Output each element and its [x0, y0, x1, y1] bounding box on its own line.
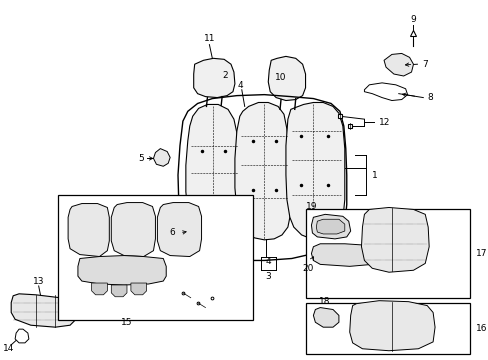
Text: 10: 10 [275, 73, 286, 82]
Bar [305, 303, 469, 354]
Text: 11: 11 [203, 34, 215, 43]
Bar [58, 195, 252, 320]
Text: 12: 12 [378, 118, 390, 127]
Polygon shape [68, 203, 109, 257]
Polygon shape [234, 103, 290, 240]
Text: 7: 7 [422, 60, 427, 69]
Text: 4: 4 [265, 257, 270, 266]
Polygon shape [157, 203, 201, 257]
Text: 14: 14 [2, 344, 14, 353]
Polygon shape [111, 203, 155, 257]
Polygon shape [311, 214, 350, 239]
Text: 17: 17 [475, 249, 487, 258]
Text: 13: 13 [33, 276, 44, 285]
Text: 6: 6 [169, 229, 175, 238]
Polygon shape [91, 283, 107, 295]
Polygon shape [183, 221, 200, 239]
Text: 15: 15 [121, 318, 132, 327]
Text: 19: 19 [305, 202, 317, 211]
Polygon shape [15, 329, 29, 343]
Polygon shape [349, 301, 434, 351]
Bar [305, 210, 469, 298]
Text: 5: 5 [138, 154, 143, 163]
Polygon shape [316, 219, 344, 234]
Polygon shape [78, 256, 166, 285]
Text: 3: 3 [265, 272, 270, 281]
Polygon shape [361, 207, 428, 272]
Polygon shape [285, 103, 344, 239]
Polygon shape [185, 104, 240, 243]
Text: 8: 8 [427, 93, 432, 102]
Polygon shape [11, 294, 76, 327]
Text: 4: 4 [238, 81, 243, 90]
Text: 1: 1 [371, 171, 377, 180]
Polygon shape [268, 57, 305, 100]
Text: 20: 20 [302, 264, 314, 273]
Polygon shape [193, 58, 234, 98]
Polygon shape [153, 149, 170, 166]
Polygon shape [313, 307, 338, 327]
Polygon shape [131, 283, 146, 295]
Polygon shape [311, 244, 381, 266]
Text: 18: 18 [319, 297, 330, 306]
Polygon shape [111, 285, 127, 297]
Text: 9: 9 [410, 15, 415, 24]
Polygon shape [383, 53, 413, 76]
Text: 16: 16 [475, 324, 487, 333]
Text: 2: 2 [222, 72, 227, 81]
